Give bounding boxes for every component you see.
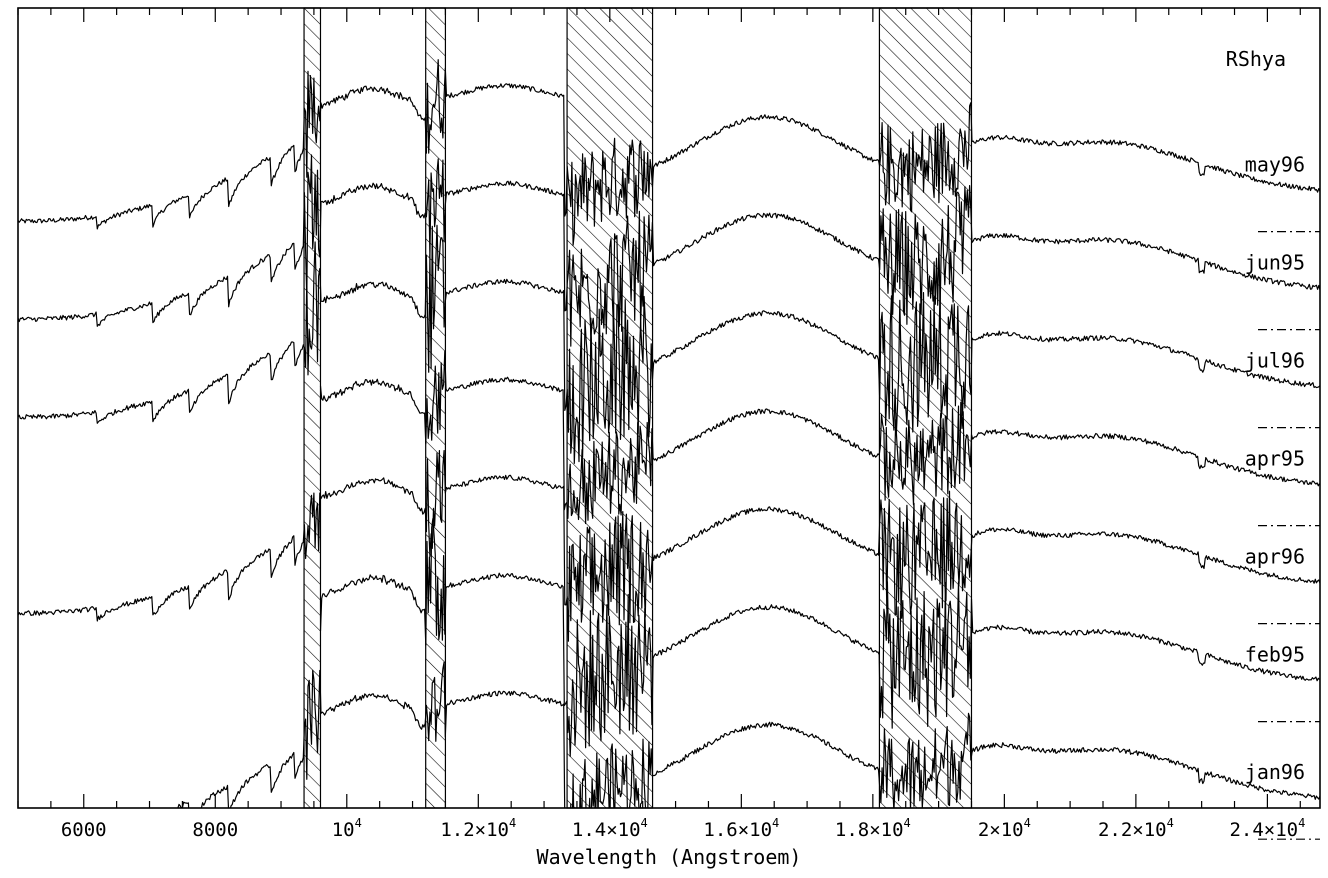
spectrum-apr96: [18, 450, 1320, 642]
series-label-jan96: jan96: [1245, 760, 1305, 784]
x-tick-label: 6000: [61, 819, 107, 841]
series-label-apr96: apr96: [1245, 545, 1305, 569]
x-ticks: 6000 8000 104 1.2×104 1.4×104 1.6×104 1.8×104 2…: [17, 8, 1305, 841]
x-tick-label: 8000: [192, 819, 238, 841]
series-label-apr95: apr95: [1245, 447, 1305, 471]
series-label-may96: may96: [1245, 153, 1305, 177]
series-label-jul96: jul96: [1245, 349, 1305, 373]
x-tick-label: 1.4×104: [572, 816, 648, 841]
spectrum-jun95: [18, 154, 1320, 347]
x-tick-label: 2.2×104: [1098, 816, 1174, 841]
spectra-series: [18, 59, 1320, 808]
plot-frame: [17, 7, 1321, 809]
x-tick-label: 1.6×104: [703, 816, 779, 841]
series-label-feb95: feb95: [1245, 643, 1305, 667]
chart-title: RShya: [1226, 47, 1286, 71]
x-tick-label: 104: [332, 816, 362, 841]
x-tick-label: 2×104: [978, 816, 1031, 841]
x-tick-label: 2.4×104: [1229, 816, 1305, 841]
series-baselines: [1258, 231, 1320, 840]
spectrum-apr95: [319, 350, 1320, 525]
series-labels: may96 jun95 jul96 apr95 apr96 feb95 jan96: [1245, 153, 1305, 785]
spectrum-jan96: [171, 661, 1320, 808]
series-label-jun95: jun95: [1245, 251, 1305, 275]
x-axis-label: Wavelength (Angstroem): [537, 845, 802, 869]
spectrum-may96: [18, 59, 1320, 246]
x-tick-label: 1.2×104: [440, 816, 516, 841]
x-tick-label: 1.8×104: [835, 816, 911, 841]
spectrum-feb95: [319, 518, 1320, 757]
spectrum-jul96: [18, 224, 1320, 464]
